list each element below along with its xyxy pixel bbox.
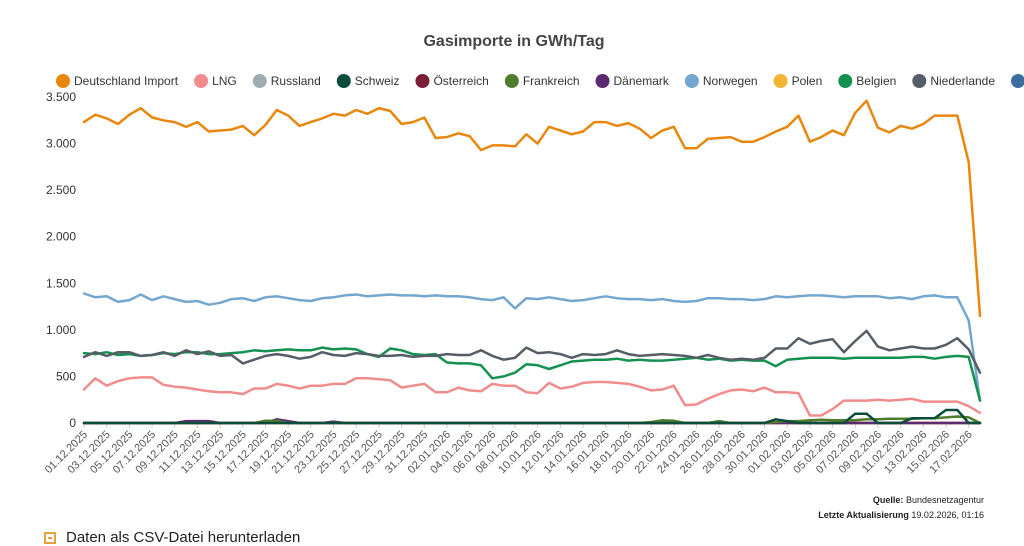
legend-marker	[773, 74, 788, 88]
update-note: Letzte Aktualisierung 19.02.2026, 01:16	[818, 510, 984, 520]
y-tick-label: 500	[56, 369, 76, 383]
legend-marker	[684, 74, 699, 88]
series-line-niederlande[interactable]	[82, 329, 982, 374]
update-value: 19.02.2026, 01:16	[911, 510, 984, 520]
legend-marker	[415, 74, 430, 88]
csv-file-icon	[44, 531, 56, 544]
y-tick-label: 2.500	[46, 183, 76, 197]
source-label: Quelle:	[873, 495, 904, 505]
legend-marker	[504, 74, 519, 88]
legend-label: Schweiz	[355, 74, 400, 88]
legend-label: LNG	[212, 74, 237, 88]
series-line-deutschland-import[interactable]	[82, 99, 982, 318]
legend-label: Frankreich	[523, 74, 580, 88]
y-tick-label: 2.000	[46, 230, 76, 244]
legend-item[interactable]: Niederlande	[912, 74, 995, 88]
legend-item[interactable]: Schweiz	[336, 74, 400, 88]
legend-marker	[595, 74, 610, 88]
legend-item[interactable]: Polen	[773, 74, 823, 88]
legend-item[interactable]: LNG	[194, 74, 237, 88]
csv-download-label: Daten als CSV-Datei herunterladen	[66, 529, 301, 546]
legend-marker	[1011, 74, 1024, 88]
series-line-schweiz[interactable]	[82, 408, 982, 425]
y-tick-label: 1.500	[46, 276, 76, 290]
plot-area	[82, 99, 982, 425]
legend-item[interactable]: Belgien	[838, 74, 896, 88]
legend-label: Polen	[792, 74, 823, 88]
legend-item[interactable]: Norwegen	[684, 74, 758, 88]
legend-label: Belgien	[856, 74, 896, 88]
series-line-norwegen[interactable]	[82, 292, 982, 402]
legend-label: Deutschland Import	[74, 74, 179, 88]
legend-item[interactable]: Dänemark	[595, 74, 670, 88]
y-tick-label: 1.000	[46, 323, 76, 337]
legend-marker	[336, 74, 351, 88]
legend-label: Norwegen	[703, 74, 758, 88]
source-note: Quelle: Bundesnetzagentur	[873, 495, 984, 505]
legend-item[interactable]: Deutschland Import	[56, 74, 179, 88]
legend-item[interactable]: Österreich	[415, 74, 489, 88]
legend-marker	[838, 74, 853, 88]
legend-label: Österreich	[433, 74, 488, 88]
chart-title: Gasimporte in GWh/Tag	[423, 33, 604, 50]
series-line-lng[interactable]	[82, 376, 982, 417]
legend-marker	[194, 74, 209, 88]
x-axis: 01.12.202503.12.202505.12.202507.12.2025…	[43, 423, 975, 476]
legend-marker	[252, 74, 267, 88]
legend-item[interactable]: Tschechien	[1011, 74, 1024, 88]
y-tick-label: 3.500	[46, 90, 76, 104]
legend: Deutschland Import LNG Russland Schweiz Öste…	[56, 74, 1024, 88]
legend-item[interactable]: Frankreich	[504, 74, 580, 88]
y-tick-label: 3.000	[46, 137, 76, 151]
legend-marker	[912, 74, 927, 88]
y-axis: 0 500 1.000 1.500 2.000 2.500 3.000 3.500	[46, 90, 980, 430]
csv-download-link[interactable]: Daten als CSV-Datei herunterladen	[44, 529, 300, 546]
series-line-belgien[interactable]	[82, 346, 982, 402]
legend-marker	[56, 74, 70, 88]
update-label: Letzte Aktualisierung	[818, 510, 909, 520]
source-value: Bundesnetzagentur	[906, 495, 984, 505]
y-tick-label: 0	[69, 416, 76, 430]
legend-label: Dänemark	[614, 74, 670, 88]
legend-item[interactable]: Russland	[252, 74, 321, 88]
legend-label: Russland	[271, 74, 321, 88]
legend-label: Niederlande	[930, 74, 995, 88]
